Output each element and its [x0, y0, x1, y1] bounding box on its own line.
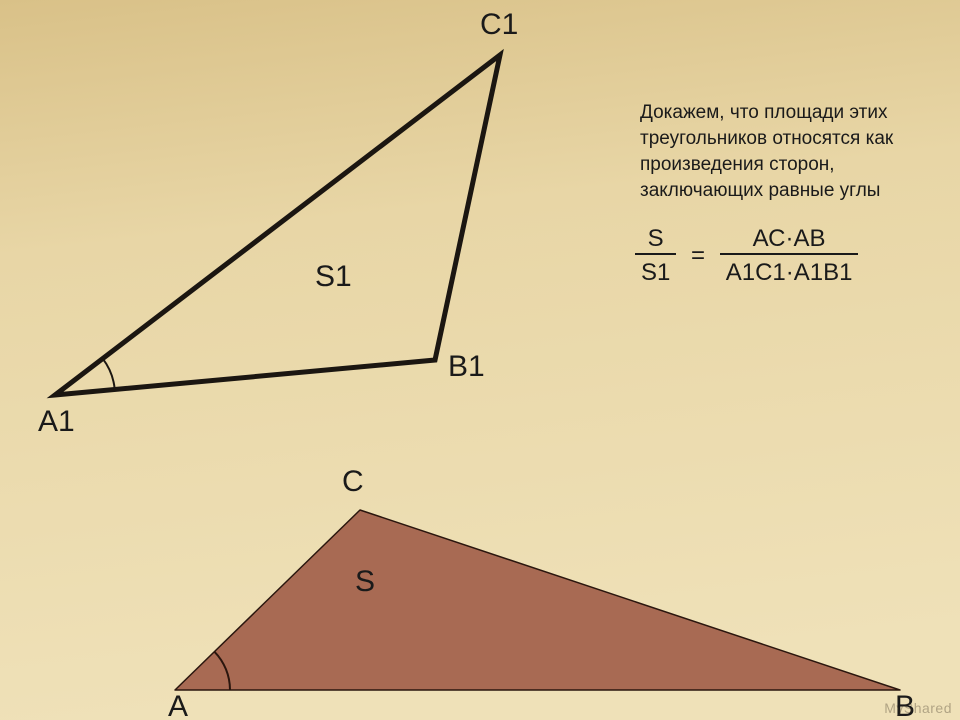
watermark: MyShared: [884, 700, 952, 716]
vertex-label-a: А: [168, 690, 188, 720]
vertex-label-c: С: [342, 465, 364, 499]
proof-text: Докажем, что площади этихтреугольников о…: [640, 100, 893, 204]
proof-text-line: Докажем, что площади этих: [640, 100, 893, 126]
proof-text-line: треугольников относятся как: [640, 126, 893, 152]
vertex-label-a1: А1: [38, 405, 75, 439]
formula-left-fraction: S S1: [635, 225, 676, 287]
diagram-stage: А1 В1 С1 S1 А В С S Докажем, что площади…: [0, 0, 960, 720]
area-label-s: S: [355, 565, 375, 599]
proof-text-line: произведения сторон,: [640, 152, 893, 178]
formula-left-den: S1: [635, 253, 676, 287]
formula-equals: =: [683, 242, 713, 270]
vertex-label-b1: В1: [448, 350, 485, 384]
formula-right-fraction: АС·АВ А1С1·А1В1: [720, 225, 859, 287]
formula-left-num: S: [635, 225, 676, 253]
proof-text-line: заключающих равные углы: [640, 178, 893, 204]
area-label-s1: S1: [315, 260, 352, 294]
ratio-formula: S S1 = АС·АВ А1С1·А1В1: [635, 225, 858, 287]
formula-right-num: АС·АВ: [720, 225, 859, 253]
formula-right-den: А1С1·А1В1: [720, 253, 859, 287]
vertex-label-c1: С1: [480, 8, 518, 42]
